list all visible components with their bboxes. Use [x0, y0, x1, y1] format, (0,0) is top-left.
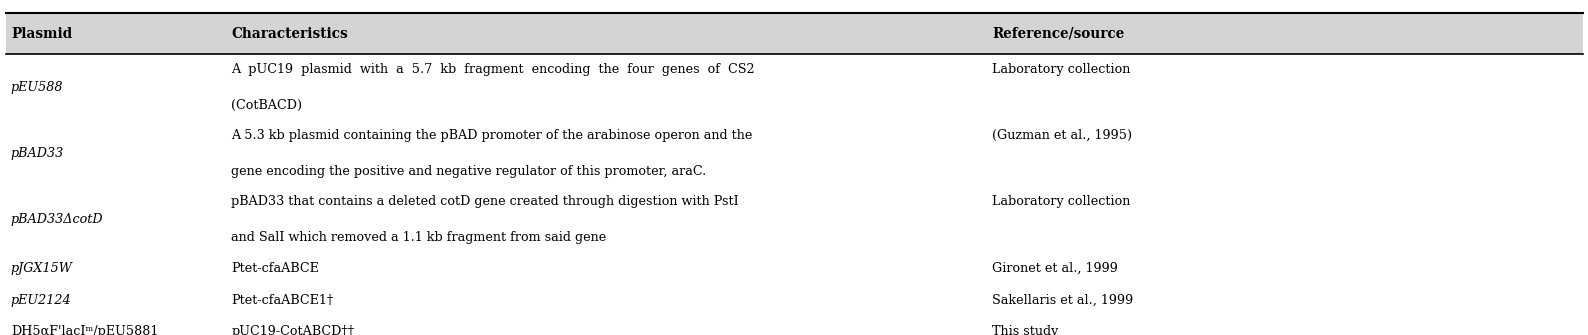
Text: Plasmid: Plasmid	[11, 27, 71, 41]
Text: Laboratory collection: Laboratory collection	[992, 63, 1131, 76]
Text: pEU2124: pEU2124	[11, 293, 71, 307]
Text: A 5.3 kb plasmid containing the pBAD promoter of the arabinose operon and the: A 5.3 kb plasmid containing the pBAD pro…	[232, 129, 753, 142]
Text: Laboratory collection: Laboratory collection	[992, 195, 1131, 208]
Text: DH5αF'lacIᵐ/pEU5881: DH5αF'lacIᵐ/pEU5881	[11, 325, 159, 335]
Text: pJGX15W: pJGX15W	[11, 262, 73, 275]
Text: Reference/source: Reference/source	[992, 27, 1124, 41]
Text: A  pUC19  plasmid  with  a  5.7  kb  fragment  encoding  the  four  genes  of  C: A pUC19 plasmid with a 5.7 kb fragment e…	[232, 63, 754, 76]
Text: This study: This study	[992, 325, 1059, 335]
Text: Gironet et al., 1999: Gironet et al., 1999	[992, 262, 1118, 275]
Text: pUC19-CotABCD††: pUC19-CotABCD††	[232, 325, 354, 335]
Text: Ptet-cfaABCE1†: Ptet-cfaABCE1†	[232, 293, 333, 307]
Text: gene encoding the positive and negative regulator of this promoter, araC.: gene encoding the positive and negative …	[232, 165, 707, 178]
Bar	[6, 13, 1583, 54]
Text: pBAD33 that contains a deleted cotD gene created through digestion with PstI: pBAD33 that contains a deleted cotD gene…	[232, 195, 738, 208]
Text: pBAD33ΔcotD: pBAD33ΔcotD	[11, 213, 103, 226]
Text: Characteristics: Characteristics	[232, 27, 348, 41]
Text: pEU588: pEU588	[11, 81, 64, 94]
Text: pBAD33: pBAD33	[11, 147, 64, 160]
Text: Ptet-cfaABCE: Ptet-cfaABCE	[232, 262, 319, 275]
Text: (Guzman et al., 1995): (Guzman et al., 1995)	[992, 129, 1132, 142]
Text: Sakellaris et al., 1999: Sakellaris et al., 1999	[992, 293, 1134, 307]
Text: (CotBACD): (CotBACD)	[232, 99, 302, 112]
Text: and SalI which removed a 1.1 kb fragment from said gene: and SalI which removed a 1.1 kb fragment…	[232, 231, 607, 244]
